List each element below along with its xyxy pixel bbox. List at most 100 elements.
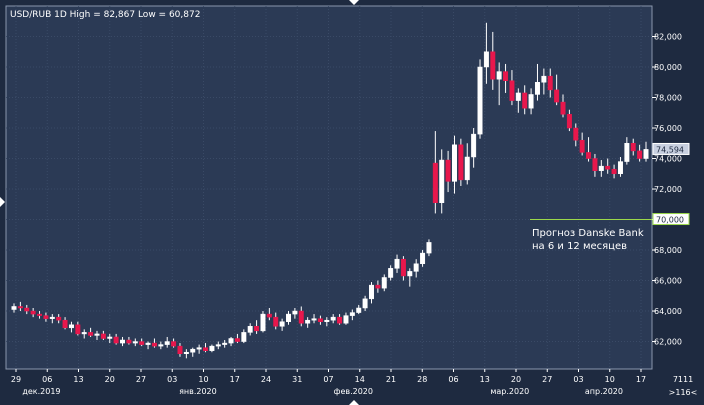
candle-down	[317, 318, 323, 322]
x-axis: 29 06 13 20 27 03 10 17 24 31 07 14 21 28 06 13 20 27 03 10…	[11, 369, 646, 396]
candle-up	[247, 326, 253, 333]
candle-up	[94, 333, 100, 336]
x-tick-label: 03	[167, 375, 177, 384]
candle-up	[464, 156, 470, 181]
candle-down	[503, 71, 509, 81]
corner-label-bottom: >116<	[669, 388, 698, 397]
last-price-badge: 74,594	[656, 145, 684, 154]
candle-down	[509, 80, 515, 101]
candle-up	[624, 143, 630, 162]
candle-up	[598, 165, 604, 171]
candle-up	[120, 339, 126, 344]
candle-down	[432, 162, 438, 204]
candle-down	[298, 310, 304, 324]
x-tick-label: 17	[636, 375, 646, 384]
y-tick-label: 66,000	[654, 277, 682, 286]
forecast-annotation-line-2: на 6 и 12 месяцев	[532, 241, 627, 252]
candle-up	[190, 348, 196, 353]
candle-up	[81, 332, 87, 335]
candle-down	[579, 139, 585, 153]
candle-up	[222, 342, 228, 345]
candle-up	[617, 161, 623, 175]
x-tick-label: 27	[136, 375, 146, 384]
candle-down	[75, 324, 81, 335]
candle-up	[209, 345, 215, 351]
candle-down	[445, 159, 451, 182]
top-scroll-arrow-icon[interactable]	[349, 0, 359, 5]
candle-down	[203, 347, 208, 351]
forecast-annotation-line-1: Прогноз Danske Bank	[532, 228, 644, 239]
candle-up	[362, 298, 368, 309]
x-tick-label: 31	[292, 375, 302, 384]
candle-down	[375, 284, 381, 289]
candle-down	[24, 307, 30, 312]
candle-down	[17, 306, 23, 309]
candle-down	[458, 144, 464, 181]
x-tick-label: 10	[605, 375, 615, 384]
candle-up	[107, 336, 113, 339]
candle-up	[305, 319, 311, 324]
candle-down	[637, 150, 643, 159]
candle-up	[349, 312, 355, 316]
candle-up	[381, 277, 387, 289]
candle-up	[356, 307, 362, 313]
candle-up	[330, 316, 336, 321]
candle-down	[560, 101, 566, 115]
candle-down	[43, 315, 49, 319]
x-tick-label: 07	[323, 375, 333, 384]
candle-up	[515, 92, 521, 101]
candle-down	[177, 345, 183, 354]
bottom-scroll-arrow-icon[interactable]	[349, 400, 359, 405]
candle-down	[266, 313, 272, 318]
candle-up	[420, 252, 426, 265]
month-label: дек.2019	[22, 387, 60, 396]
candle-up	[477, 66, 483, 135]
candle-down	[400, 258, 406, 277]
forecast-badge-box	[652, 213, 690, 226]
x-tick-label: 06	[448, 375, 458, 384]
candle-down	[62, 319, 68, 329]
candle-up	[196, 347, 202, 350]
candle-up	[241, 332, 247, 342]
candle-up	[68, 324, 74, 329]
x-tick-label: 20	[105, 375, 115, 384]
left-scroll-arrow-icon[interactable]	[0, 197, 5, 207]
candle-up	[260, 313, 266, 332]
candle-down	[56, 316, 62, 321]
candle-up	[388, 268, 394, 278]
candle-up	[343, 315, 349, 324]
x-tick-label: 29	[11, 375, 21, 384]
candle-up	[541, 75, 547, 83]
candle-up	[439, 159, 445, 204]
candle-down	[88, 332, 94, 336]
candle-down	[490, 51, 496, 80]
month-label: янв.2020	[179, 387, 217, 396]
candle-down	[566, 114, 572, 129]
candle-up	[407, 271, 413, 277]
candle-up	[394, 258, 400, 269]
y-tick-label: 82,000	[654, 33, 682, 42]
candle-up	[426, 242, 432, 254]
month-label: фев.2020	[334, 387, 373, 396]
candle-down	[254, 326, 260, 332]
x-tick-label: 13	[73, 375, 83, 384]
candle-up	[49, 316, 55, 319]
candle-down	[605, 165, 611, 170]
x-tick-label: 27	[542, 375, 552, 384]
candle-down	[113, 336, 119, 344]
x-tick-label: 14	[355, 375, 365, 384]
candle-down	[592, 158, 598, 171]
x-tick-label: 20	[511, 375, 521, 384]
candle-down	[171, 341, 177, 347]
candle-up	[413, 263, 419, 272]
last-price-badge-box	[652, 142, 690, 155]
candle-down	[126, 339, 132, 344]
x-tick-label: 28	[417, 375, 427, 384]
y-tick-label: 72,000	[654, 185, 682, 194]
candle-down	[522, 92, 528, 109]
candle-down	[139, 341, 145, 345]
candle-up	[215, 344, 221, 347]
y-tick-label: 80,000	[654, 63, 682, 72]
x-tick-label: 13	[480, 375, 490, 384]
